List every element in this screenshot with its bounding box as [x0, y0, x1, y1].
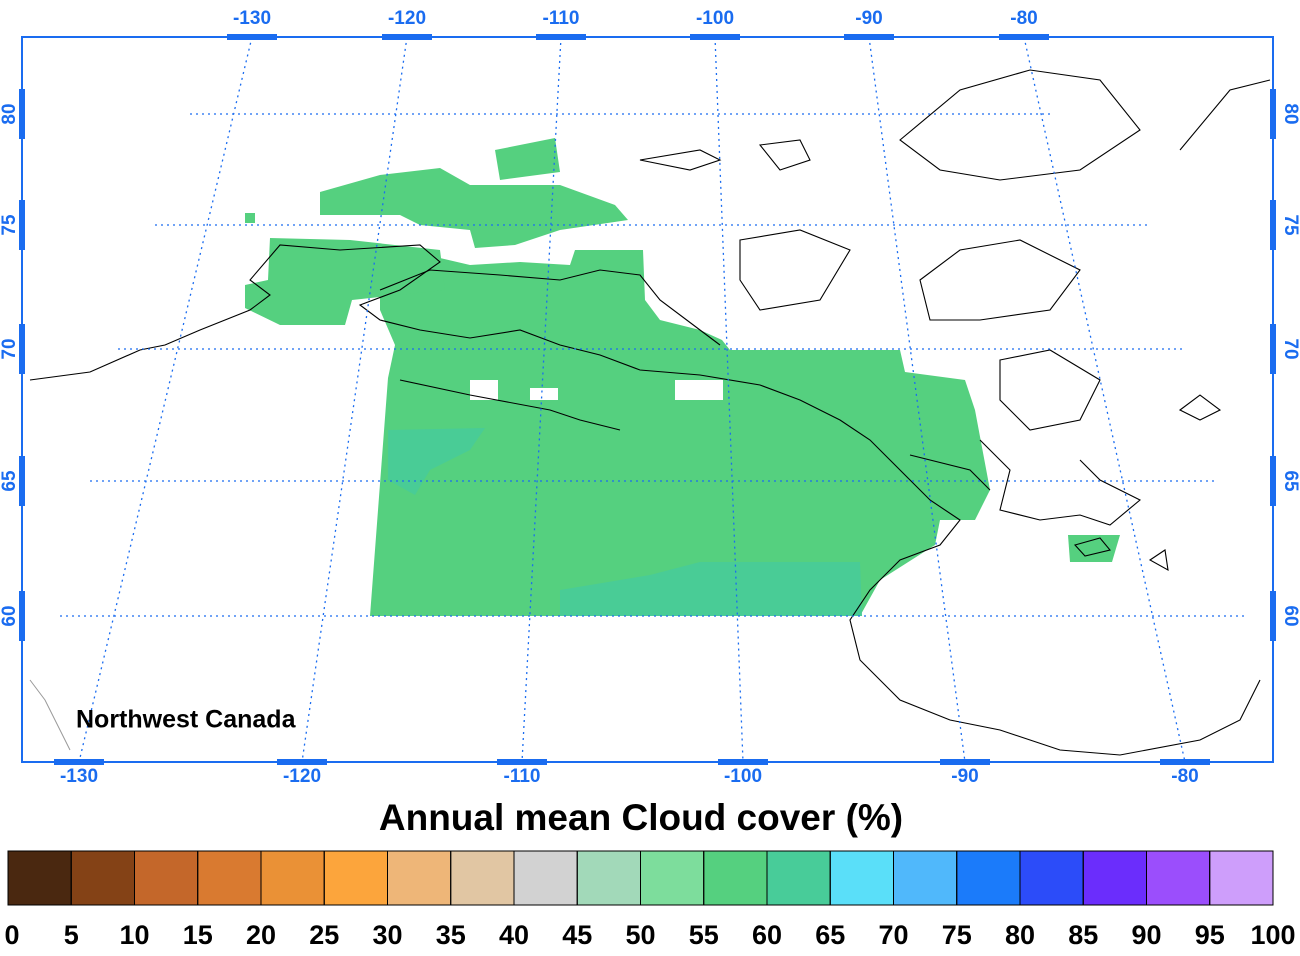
- colorbar-tick-label: 45: [562, 920, 592, 950]
- colorbar-cell: [260, 850, 325, 906]
- colorbar-tick-label: 5: [64, 920, 79, 950]
- colorbar-cell: [134, 850, 199, 906]
- lon-label: -90: [951, 766, 978, 787]
- colorbar-cell: [197, 850, 262, 906]
- colorbar-cell: [956, 850, 1021, 906]
- colorbar-cell: [513, 850, 578, 906]
- lon-label: -100: [696, 8, 734, 29]
- meridian: [78, 36, 253, 763]
- coastlines: [29, 69, 1271, 756]
- map-frame: [21, 36, 1274, 763]
- colorbar-title: Annual mean Cloud cover (%): [379, 797, 903, 838]
- lat-label: 75: [1280, 214, 1300, 236]
- cloud-cover-field: [245, 138, 1120, 616]
- colorbar-cell: [323, 850, 388, 906]
- colorbar-cell: [640, 850, 705, 906]
- colorbar-cell: [766, 850, 831, 906]
- colorbar-tick-label: 65: [815, 920, 845, 950]
- colorbar-tick-label: 20: [246, 920, 276, 950]
- lon-label: -80: [1171, 766, 1198, 787]
- lat-label: 70: [0, 338, 20, 359]
- lon-label: -120: [283, 766, 321, 787]
- meridian: [868, 36, 966, 763]
- colorbar-tick-label: 25: [309, 920, 339, 950]
- lon-label: -130: [233, 8, 271, 29]
- meridian: [521, 36, 562, 763]
- colorbar-cell: [1146, 850, 1211, 906]
- colorbar-tick-label: 90: [1131, 920, 1161, 950]
- colorbar-cell: [70, 850, 135, 906]
- colorbar-tick-label: 30: [372, 920, 402, 950]
- colorbar-tick-label: 10: [119, 920, 149, 950]
- colorbar-tick-label: 60: [752, 920, 782, 950]
- meridian: [1023, 36, 1186, 763]
- colorbar-cell: [1082, 850, 1147, 906]
- colorbar-tick-label: 70: [878, 920, 908, 950]
- lat-label: 65: [0, 470, 20, 492]
- colorbar-tick-label: 35: [436, 920, 466, 950]
- region-label: Northwest Canada: [76, 706, 297, 734]
- colorbar-cell: [576, 850, 641, 906]
- lat-label: 70: [1280, 338, 1300, 359]
- colorbar-tick-label: 85: [1068, 920, 1098, 950]
- colorbar-tick-label: 15: [183, 920, 213, 950]
- colorbar-cell: [7, 850, 72, 906]
- lon-label: -130: [60, 766, 98, 787]
- colorbar-tick-label: 80: [1005, 920, 1035, 950]
- colorbar: 0 5 10 15 20 25 30 35 40 45 50 55 60 65 70 75 80 85 90 95 10…: [4, 850, 1296, 950]
- lon-label: -110: [504, 766, 541, 787]
- lon-label: -110: [543, 8, 580, 29]
- lon-label: -80: [1010, 8, 1037, 29]
- lat-label: 80: [1280, 103, 1300, 124]
- colorbar-tick-label: 0: [4, 920, 19, 950]
- colorbar-cell: [1019, 850, 1084, 906]
- lon-label: -120: [388, 8, 426, 29]
- colorbar-cell: [703, 850, 768, 906]
- colorbar-tick-label: 100: [1250, 920, 1295, 950]
- lat-label: 60: [0, 605, 20, 626]
- lat-label: 60: [1280, 605, 1300, 626]
- colorbar-tick-label: 55: [689, 920, 719, 950]
- lat-label: 65: [1280, 470, 1300, 492]
- colorbar-tick-label: 75: [942, 920, 972, 950]
- axis-labels: -130 -120 -110 -100 -90 -80 -130 -120 -110 -100 -9…: [0, 8, 1300, 787]
- colorbar-tick-label: 95: [1195, 920, 1225, 950]
- meridian: [301, 36, 408, 763]
- meridian: [714, 36, 744, 763]
- colorbar-cell: [893, 850, 958, 906]
- lat-label: 75: [0, 214, 20, 236]
- colorbar-cell: [450, 850, 515, 906]
- colorbar-cell: [829, 850, 894, 906]
- lon-label: -90: [855, 8, 882, 29]
- colorbar-cell: [387, 850, 452, 906]
- colorbar-cell: [1209, 850, 1274, 906]
- lat-label: 80: [0, 103, 20, 124]
- lon-label: -100: [724, 766, 762, 787]
- colorbar-tick-label: 40: [499, 920, 529, 950]
- colorbar-tick-label: 50: [625, 920, 655, 950]
